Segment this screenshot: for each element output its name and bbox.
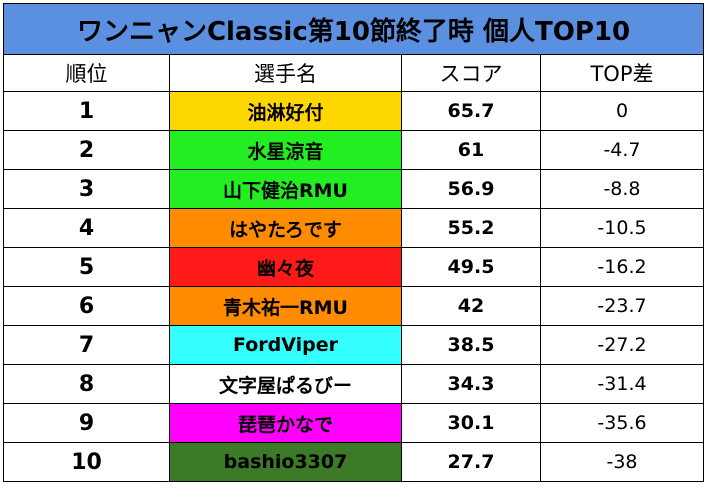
rank-cell: 8 xyxy=(3,364,170,404)
rank-cell: 4 xyxy=(3,208,170,248)
top-diff-cell: -35.6 xyxy=(540,403,704,443)
table-row: 3 山下健治RMU 56.9 -8.8 xyxy=(3,169,704,209)
header-rank: 順位 xyxy=(3,54,170,92)
header-player: 選手名 xyxy=(169,54,402,92)
player-cell: 幽々夜 xyxy=(169,247,402,287)
score-cell: 42 xyxy=(401,286,541,326)
player-cell: 青木祐一RMU xyxy=(169,286,402,326)
score-cell: 38.5 xyxy=(401,325,541,365)
top-diff-cell: -31.4 xyxy=(540,364,704,404)
table-row: 5 幽々夜 49.5 -16.2 xyxy=(3,247,704,287)
top-diff-cell: -23.7 xyxy=(540,286,704,326)
table-row: 8 文字屋ぱるびー 34.3 -31.4 xyxy=(3,364,704,404)
table-row: 4 はやたろです 55.2 -10.5 xyxy=(3,208,704,248)
score-cell: 56.9 xyxy=(401,169,541,209)
rank-cell: 9 xyxy=(3,403,170,443)
score-cell: 30.1 xyxy=(401,403,541,443)
header-top-diff: TOP差 xyxy=(540,54,704,92)
score-cell: 49.5 xyxy=(401,247,541,287)
player-cell: 水星涼音 xyxy=(169,130,402,170)
score-cell: 65.7 xyxy=(401,91,541,131)
table-row: 6 青木祐一RMU 42 -23.7 xyxy=(3,286,704,326)
header-score: スコア xyxy=(401,54,541,92)
table-title: ワンニャンClassic第10節終了時 個人TOP10 xyxy=(3,3,704,55)
header-row: 順位 選手名 スコア TOP差 xyxy=(3,54,704,92)
top-diff-cell: -10.5 xyxy=(540,208,704,248)
player-cell: FordViper xyxy=(169,325,402,365)
rank-cell: 1 xyxy=(3,91,170,131)
score-cell: 61 xyxy=(401,130,541,170)
score-cell: 34.3 xyxy=(401,364,541,404)
score-cell: 27.7 xyxy=(401,442,541,482)
rank-cell: 7 xyxy=(3,325,170,365)
table-row: 1 油淋好付 65.7 0 xyxy=(3,91,704,131)
player-cell: 山下健治RMU xyxy=(169,169,402,209)
rank-cell: 10 xyxy=(3,442,170,482)
player-cell: 文字屋ぱるびー xyxy=(169,364,402,404)
rank-cell: 3 xyxy=(3,169,170,209)
top-diff-cell: -38 xyxy=(540,442,704,482)
table-row: 10 bashio3307 27.7 -38 xyxy=(3,442,704,482)
rank-cell: 5 xyxy=(3,247,170,287)
ranking-table: ワンニャンClassic第10節終了時 個人TOP10 順位 選手名 スコア T… xyxy=(3,3,704,482)
rank-cell: 2 xyxy=(3,130,170,170)
top-diff-cell: 0 xyxy=(540,91,704,131)
top-diff-cell: -27.2 xyxy=(540,325,704,365)
player-cell: 琵琶かなで xyxy=(169,403,402,443)
title-row: ワンニャンClassic第10節終了時 個人TOP10 xyxy=(3,3,704,55)
table-row: 2 水星涼音 61 -4.7 xyxy=(3,130,704,170)
rank-cell: 6 xyxy=(3,286,170,326)
top-diff-cell: -16.2 xyxy=(540,247,704,287)
table-row: 9 琵琶かなで 30.1 -35.6 xyxy=(3,403,704,443)
player-cell: 油淋好付 xyxy=(169,91,402,131)
top-diff-cell: -4.7 xyxy=(540,130,704,170)
player-cell: bashio3307 xyxy=(169,442,402,482)
table-row: 7 FordViper 38.5 -27.2 xyxy=(3,325,704,365)
player-cell: はやたろです xyxy=(169,208,402,248)
top-diff-cell: -8.8 xyxy=(540,169,704,209)
score-cell: 55.2 xyxy=(401,208,541,248)
